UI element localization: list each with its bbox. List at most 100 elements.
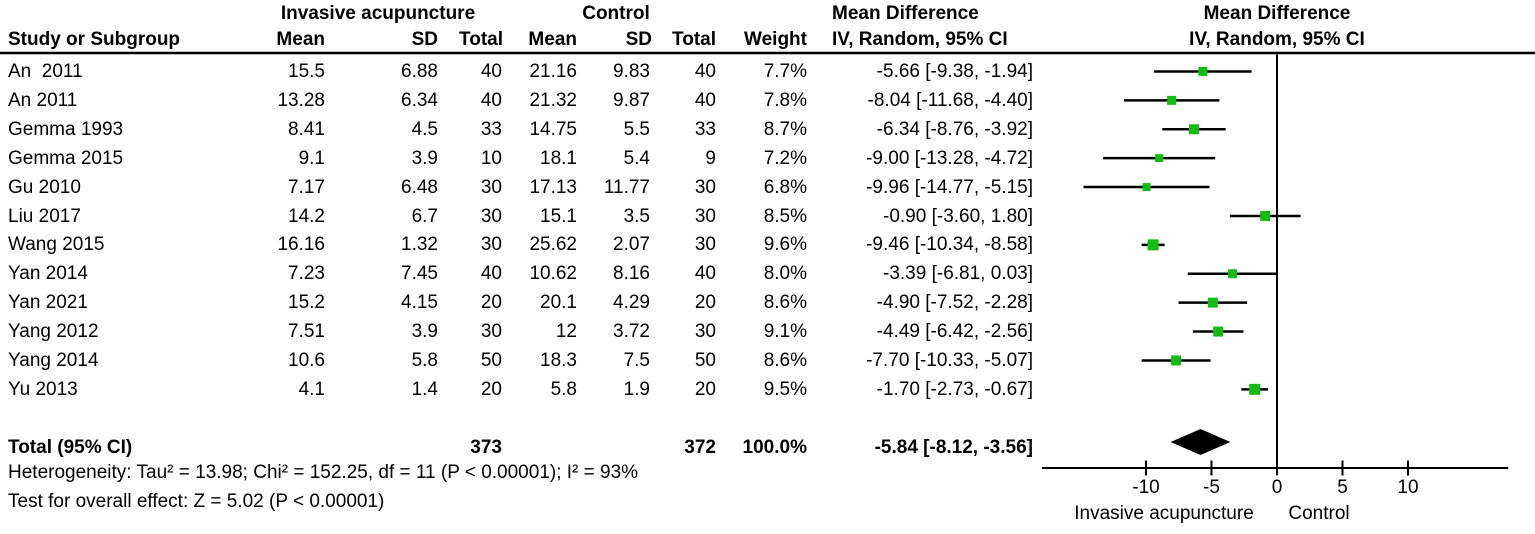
control-total: 30 <box>694 321 716 343</box>
control-mean: 18.1 <box>540 147 577 169</box>
effect-estimate-text: -0.90 [-3.60, 1.80] <box>883 205 1033 227</box>
control-mean: 17.13 <box>529 176 577 198</box>
treatment-total-header: Total <box>459 29 503 50</box>
weight-value: 9.5% <box>763 378 807 400</box>
treatment-total: 40 <box>480 89 502 111</box>
control-sd: 5.4 <box>623 147 650 169</box>
treatment-sd: 4.5 <box>411 118 438 140</box>
study-name: An 2011 <box>8 89 78 111</box>
treatment-total: 30 <box>480 205 502 227</box>
treatment-mean: 13.28 <box>277 89 325 111</box>
control-sd: 9.83 <box>613 61 650 82</box>
effect-estimate-text: -9.46 [-10.34, -8.58] <box>866 234 1033 256</box>
weight-value: 7.7% <box>763 61 807 82</box>
study-name: Yan 2021 <box>8 292 88 314</box>
axis-tick-label: 0 <box>1272 477 1283 498</box>
treatment-mean: 7.23 <box>288 263 325 285</box>
study-name: Gemma 2015 <box>8 147 124 169</box>
effect-estimate-text: -3.39 [-6.81, 0.03] <box>883 263 1033 285</box>
control-mean: 5.8 <box>550 378 577 400</box>
study-name: Liu 2017 <box>8 205 81 227</box>
treatment-mean-header: Mean <box>276 29 325 50</box>
effect-marker <box>1171 355 1182 366</box>
weight-value: 8.6% <box>763 350 807 371</box>
treatment-mean: 16.16 <box>277 234 325 256</box>
control-sd: 7.5 <box>623 350 650 371</box>
study-name: Gu 2010 <box>8 176 81 198</box>
study-name: An 2011 <box>8 61 83 82</box>
effect-estimate-text: -4.49 [-6.42, -2.56] <box>876 321 1033 343</box>
treatment-total: 30 <box>480 321 502 343</box>
study-name: Yang 2014 <box>8 350 99 371</box>
control-group-header: Control <box>582 3 650 24</box>
study-name: Wang 2015 <box>8 234 105 256</box>
treatment-total: 40 <box>480 263 502 285</box>
treatment-sd: 1.32 <box>401 234 438 256</box>
treatment-total: 30 <box>480 234 502 256</box>
overall-effect-footnote: Test for overall effect: Z = 5.02 (P < 0… <box>8 491 385 512</box>
axis-right-label: Control <box>1288 503 1350 524</box>
effect-estimate-text: -5.84 [-8.12, -3.56] <box>874 437 1033 458</box>
treatment-sd: 6.34 <box>401 89 438 111</box>
effect-estimate-text: -5.66 [-9.38, -1.94] <box>876 61 1033 82</box>
effect-estimate-text: -7.70 [-10.33, -5.07] <box>866 350 1033 371</box>
effect-marker <box>1228 269 1238 279</box>
weight-value: 7.2% <box>763 147 807 169</box>
effect-estimate-text: -4.90 [-7.52, -2.28] <box>876 292 1033 314</box>
treatment-mean: 8.41 <box>288 118 325 140</box>
effect-estimate-text: -6.34 [-8.76, -3.92] <box>876 118 1033 140</box>
weight-value: 9.6% <box>763 234 807 256</box>
treatment-sd: 3.9 <box>411 147 438 169</box>
control-mean: 18.3 <box>540 350 577 371</box>
effect-marker <box>1188 124 1199 135</box>
control-total: 20 <box>694 292 716 314</box>
control-mean: 25.62 <box>529 234 577 256</box>
weight-value: 7.8% <box>763 89 807 111</box>
effect-marker <box>1155 154 1164 163</box>
control-total: 50 <box>694 350 716 371</box>
control-sd: 9.87 <box>613 89 650 111</box>
control-mean: 10.62 <box>529 263 577 285</box>
treatment-mean: 9.1 <box>298 147 325 169</box>
weight-value: 8.0% <box>763 263 807 285</box>
treatment-mean: 15.5 <box>288 61 325 82</box>
control-mean: 12 <box>555 321 577 343</box>
treatment-mean: 10.6 <box>288 350 325 371</box>
effect-marker <box>1260 210 1271 221</box>
effect-marker <box>1207 297 1218 308</box>
effect-column-subheader: IV, Random, 95% CI <box>832 29 1008 50</box>
effect-marker <box>1142 183 1151 192</box>
control-total: 40 <box>694 89 716 111</box>
treatment-total: 40 <box>480 61 502 82</box>
treatment-sd: 6.48 <box>401 176 438 198</box>
weight-value: 8.6% <box>763 292 807 314</box>
treatment-total: 373 <box>470 437 502 458</box>
treatment-total: 33 <box>480 118 502 140</box>
control-sd-header: SD <box>625 29 652 50</box>
effect-marker <box>1198 66 1208 76</box>
study-name: Yang 2012 <box>8 321 99 343</box>
weight-value: 8.7% <box>763 118 807 140</box>
control-sd: 2.07 <box>613 234 650 256</box>
control-sd: 3.5 <box>623 205 650 227</box>
control-total: 372 <box>684 437 716 458</box>
treatment-total: 20 <box>480 292 502 314</box>
effect-marker <box>1167 95 1177 105</box>
treatment-sd: 7.45 <box>401 263 438 285</box>
treatment-total: 10 <box>480 147 502 169</box>
summary-diamond <box>1170 429 1231 455</box>
axis-tick-label: 10 <box>1397 477 1418 498</box>
effect-estimate-text: -9.96 [-14.77, -5.15] <box>866 176 1033 198</box>
treatment-group-header: Invasive acupuncture <box>280 3 476 24</box>
heterogeneity-footnote: Heterogeneity: Tau² = 13.98; Chi² = 152.… <box>8 462 639 483</box>
effect-marker <box>1249 383 1261 395</box>
axis-left-label: Invasive acupuncture <box>1074 503 1254 524</box>
control-mean: 14.75 <box>529 118 577 140</box>
plot-title: Mean Difference <box>1203 3 1351 24</box>
study-name: Yu 2013 <box>8 378 78 400</box>
weight-column-header: Weight <box>744 29 807 50</box>
control-mean: 21.32 <box>529 89 577 111</box>
treatment-sd: 5.8 <box>411 350 438 371</box>
treatment-total: 50 <box>480 350 502 371</box>
